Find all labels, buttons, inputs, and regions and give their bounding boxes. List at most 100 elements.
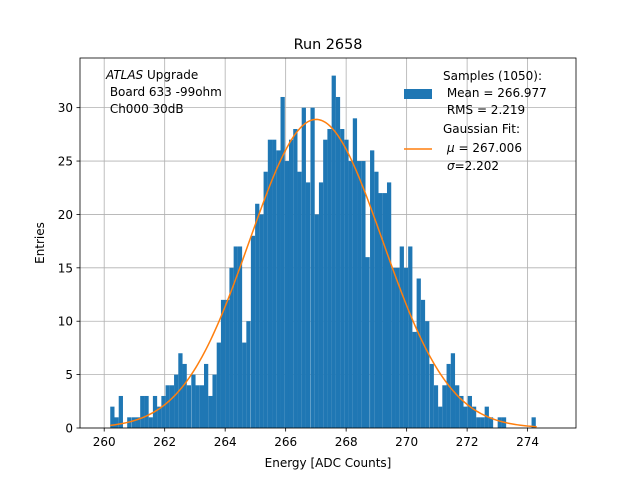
y-tick-label: 30: [58, 101, 73, 115]
x-axis-label: Energy [ADC Counts]: [265, 456, 392, 470]
y-tick-label: 20: [58, 208, 73, 222]
histogram-bar: [118, 395, 123, 428]
legend-fit-sigma: σ=2.202: [447, 159, 499, 173]
histogram-bar: [237, 246, 243, 428]
legend-sigma-symbol: σ: [447, 159, 455, 173]
histogram-bar: [438, 406, 443, 428]
histogram-bar: [135, 417, 141, 428]
histogram-bar: [425, 321, 430, 428]
histogram-bar: [280, 96, 285, 429]
histogram-bar: [352, 118, 358, 428]
histogram-bar: [263, 171, 268, 428]
histogram-bar: [259, 214, 264, 428]
histogram-bar: [378, 193, 383, 428]
histogram-bar: [272, 139, 277, 429]
histogram-bar: [370, 150, 375, 428]
annotation-line-2: Board 633 -99ohm: [106, 85, 222, 99]
histogram-bar: [488, 417, 494, 428]
histogram-bar: [140, 395, 145, 428]
histogram-bar: [471, 406, 477, 428]
histogram-bar: [467, 395, 472, 428]
histogram-bar: [331, 75, 336, 428]
histogram-bar: [195, 385, 200, 428]
y-tick-label: 5: [65, 368, 73, 382]
y-axis-label: Entries: [33, 222, 47, 264]
legend-samples-mean: Mean = 266.977: [443, 86, 547, 100]
histogram-bar: [344, 139, 349, 429]
histogram-bar: [420, 299, 426, 428]
histogram-bar: [288, 139, 294, 429]
histogram-bar: [157, 406, 162, 428]
chart-title: Run 2658: [294, 37, 363, 53]
histogram-bar: [314, 214, 319, 428]
histogram-bar: [229, 267, 234, 428]
annotation-line-3: Ch000 30dB: [106, 102, 184, 116]
legend-samples-rms: RMS = 2.219: [443, 103, 525, 117]
axes-frame: [79, 57, 577, 429]
y-tick-label: 0: [65, 422, 73, 436]
annotation-atlas: ATLAS: [105, 68, 144, 82]
histogram-bar: [459, 395, 464, 428]
y-axis-ticks: 0 5 10 15 20 25 30: [58, 101, 80, 436]
histogram-bar: [178, 353, 183, 428]
histogram-bar: [433, 385, 439, 428]
histogram-bar: [327, 129, 332, 428]
histogram-bar: [318, 182, 324, 428]
histogram-bar: [165, 385, 170, 428]
histogram-bars: [110, 75, 536, 429]
x-axis-ticks: 260 262 264 266 268 270 272 274: [93, 428, 539, 449]
histogram-bar: [174, 374, 179, 428]
histogram-bar: [323, 139, 328, 429]
histogram-bar: [455, 385, 460, 428]
histogram-bar: [148, 417, 153, 428]
histogram-bar: [169, 385, 175, 428]
y-tick-label: 25: [58, 155, 73, 169]
x-tick-label: 274: [516, 435, 539, 449]
histogram-bar: [199, 385, 205, 428]
histogram-bar: [429, 363, 434, 428]
histogram-bar: [484, 406, 489, 428]
legend-samples-swatch: [404, 89, 432, 99]
histogram-bar: [335, 96, 341, 429]
histogram-bar: [399, 246, 404, 428]
histogram-bar: [242, 342, 247, 428]
histogram-bar: [246, 321, 251, 428]
histogram-bar: [250, 235, 256, 428]
gaussian-fit-curve: [110, 118, 537, 428]
histogram-bar: [408, 246, 413, 428]
histogram-bar: [208, 395, 213, 428]
histogram-bar: [403, 267, 409, 428]
x-tick-label: 266: [274, 435, 297, 449]
histogram-bar: [386, 182, 392, 428]
histogram-bar: [191, 374, 196, 428]
histogram-bar: [374, 171, 379, 428]
histogram-bar: [531, 417, 536, 428]
histogram-bar: [463, 406, 468, 428]
histogram-bar: [446, 363, 451, 428]
histogram-bar: [301, 107, 306, 428]
histogram-bar: [233, 246, 238, 428]
legend-fit-mu: μ = 267.006: [446, 141, 522, 155]
histogram-bar: [267, 139, 273, 429]
histogram-bar: [220, 299, 226, 428]
histogram-bar: [412, 331, 417, 428]
histogram-bar: [204, 363, 209, 428]
x-tick-label: 268: [335, 435, 358, 449]
annotation-line-1: ATLAS Upgrade: [105, 68, 198, 82]
x-tick-label: 262: [153, 435, 176, 449]
histogram-bar: [395, 267, 400, 428]
histogram-bar: [361, 161, 366, 428]
legend-fit-title: Gaussian Fit:: [443, 122, 520, 136]
histogram-bar: [305, 182, 311, 428]
histogram-bar: [110, 406, 115, 428]
histogram-bar: [497, 417, 502, 428]
histogram-bar: [216, 342, 221, 428]
histogram-bar: [131, 417, 136, 428]
histogram-bar: [182, 363, 187, 428]
x-tick-label: 270: [395, 435, 418, 449]
histogram-bar: [480, 417, 485, 428]
legend-mu-value: = 267.006: [455, 141, 522, 155]
histogram-bar: [340, 129, 345, 428]
histogram-bar: [357, 161, 362, 428]
